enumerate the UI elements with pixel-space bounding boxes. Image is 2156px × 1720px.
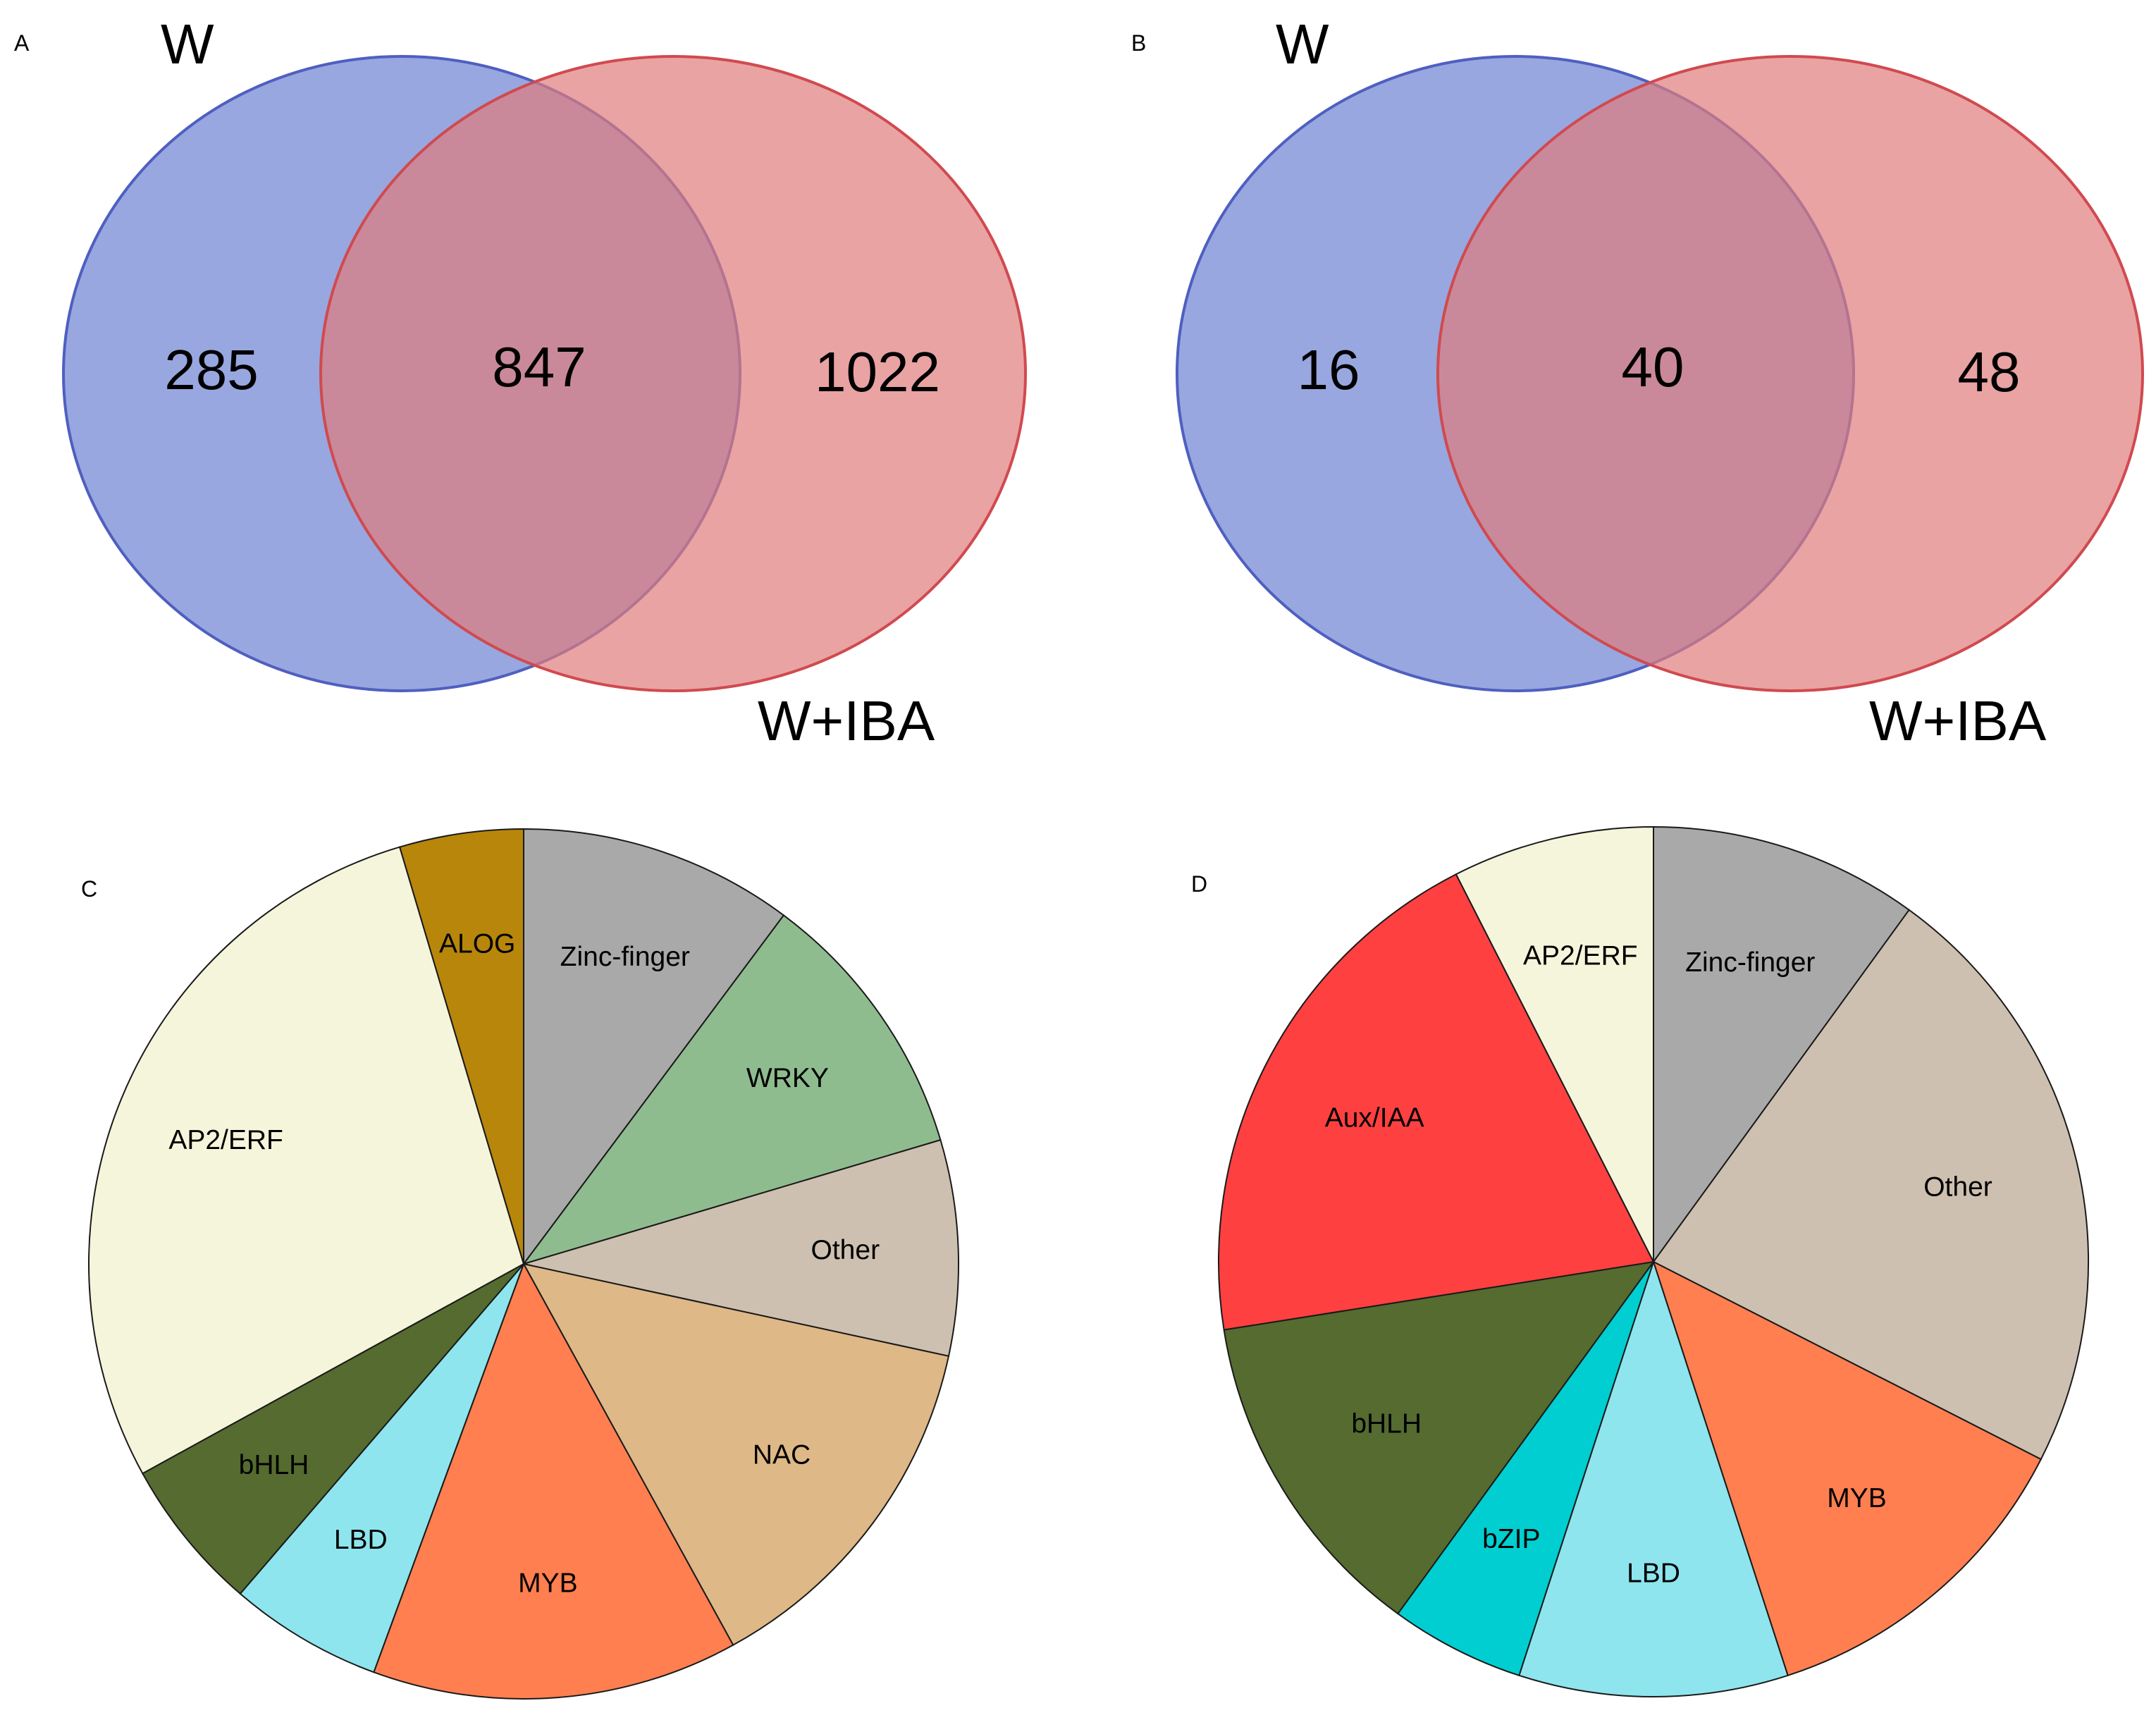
venn-a-circle-wiba <box>319 55 1027 692</box>
venn-b-label-wiba: W+IBA <box>1869 689 2047 752</box>
pie-panel-d: D Zinc-finger Other MYB LBD bZIP bHLH Aux/IAA A… <box>1191 825 2089 1697</box>
pie-d-label-zinc-finger: Zinc-finger <box>1685 947 1815 978</box>
pie-c-slices: Zinc-finger WRKY Other NAC MYB LBD bHLH AP2/ERF… <box>88 828 959 1700</box>
pie-c-label-bhlh: bHLH <box>239 1450 309 1480</box>
venn-b-label-w: W <box>1276 13 1329 75</box>
venn-panel-a: A W W+IBA 285 847 1022 <box>14 13 1027 752</box>
pie-d-slices: Zinc-finger Other MYB LBD bZIP bHLH Aux/IAA AP2… <box>1218 825 2089 1697</box>
venn-a-label-w: W <box>161 13 214 75</box>
panel-letter-a: A <box>14 30 30 56</box>
pie-c-slice-zinc-finger <box>523 828 785 1267</box>
pie-d-slice-zinc-finger <box>1653 825 1911 1265</box>
pie-d-label-bzip: bZIP <box>1482 1524 1540 1554</box>
pie-c-label-other: Other <box>811 1235 880 1265</box>
pie-c-slice-nac <box>522 1263 950 1647</box>
pie-d-slice-bhlh <box>1223 1260 1656 1615</box>
venn-panel-b: B W W+IBA 16 40 48 <box>1131 13 2144 752</box>
pie-d-slice-bzip <box>1396 1261 1654 1677</box>
pie-c-slice-wrky <box>522 914 942 1265</box>
pie-c-label-myb: MYB <box>518 1568 578 1599</box>
pie-c-slice-ap2-erf <box>88 846 525 1475</box>
pie-c-slice-bhlh <box>141 1263 524 1595</box>
venn-b-count-wiba-only: 48 <box>1958 340 2021 403</box>
pie-d-label-aux-iaa: Aux/IAA <box>1325 1103 1424 1134</box>
pie-d-slice-myb <box>1652 1260 2043 1677</box>
pie-c-label-nac: NAC <box>753 1439 811 1470</box>
pie-panel-c: C Zinc-finger WRKY Other NAC MYB LBD bHLH AP2/E… <box>81 828 959 1700</box>
pie-d-slice-ap2-erf <box>1455 825 1654 1263</box>
panel-letter-d: D <box>1191 871 1207 897</box>
pie-c-slice-other <box>523 1138 959 1357</box>
pie-c-slice-lbd <box>239 1263 524 1673</box>
pie-d-label-myb: MYB <box>1827 1483 1887 1513</box>
pie-d-slice-aux-iaa <box>1218 873 1655 1331</box>
pie-d-label-other: Other <box>1923 1172 1992 1203</box>
pie-c-label-wrky: WRKY <box>746 1063 829 1093</box>
pie-c-label-zinc-finger: Zinc-finger <box>560 942 690 972</box>
venn-b-count-w-only: 16 <box>1298 338 1360 401</box>
venn-b-count-both: 40 <box>1622 336 1684 398</box>
pie-c-label-ap2-erf: AP2/ERF <box>168 1125 283 1155</box>
venn-b-circle-wiba <box>1436 55 2144 692</box>
pie-d-slice-lbd <box>1518 1259 1789 1697</box>
panel-letter-b: B <box>1131 30 1146 56</box>
pie-d-label-bhlh: bHLH <box>1351 1408 1422 1439</box>
pie-c-label-lbd: LBD <box>334 1525 388 1555</box>
pie-d-label-lbd: LBD <box>1627 1558 1680 1588</box>
panel-letter-c: C <box>81 876 97 902</box>
pie-d-slice-other <box>1652 909 2089 1461</box>
pie-c-slice-myb <box>373 1262 734 1700</box>
pie-c-label-alog: ALOG <box>439 928 515 959</box>
pie-c-slice-alog <box>398 828 524 1265</box>
venn-a-count-wiba-only: 1022 <box>815 340 940 403</box>
venn-a-count-w-only: 285 <box>164 338 258 401</box>
venn-a-count-both: 847 <box>492 336 586 398</box>
pie-d-label-ap2-erf: AP2/ERF <box>1523 940 1638 971</box>
venn-a-label-wiba: W+IBA <box>758 689 935 752</box>
